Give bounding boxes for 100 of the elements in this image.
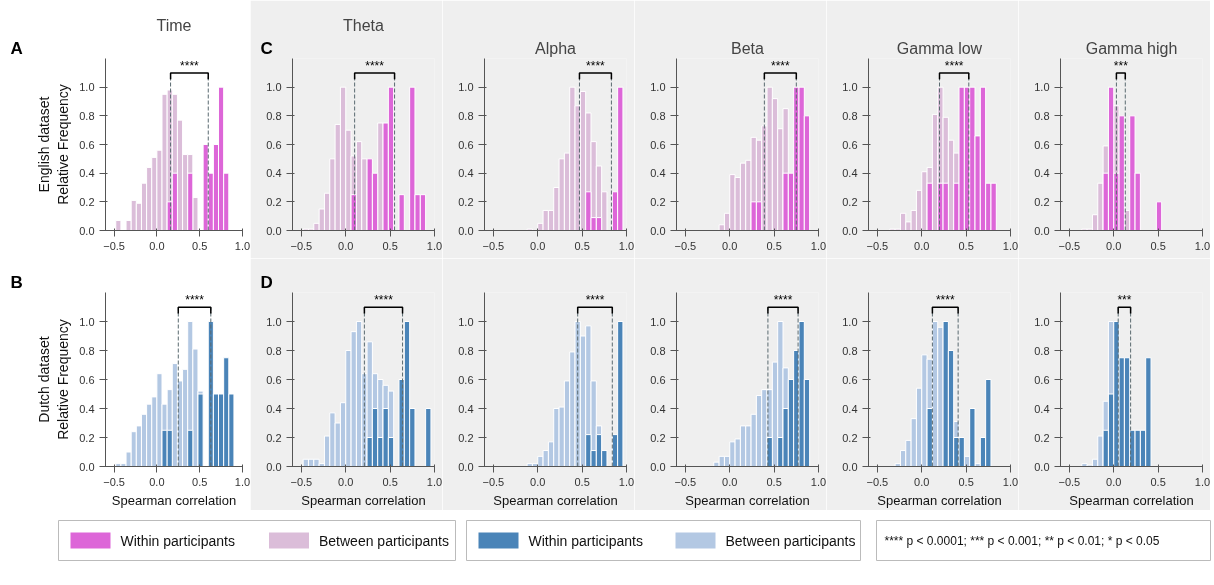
x-tick-label: 1.0 — [426, 475, 443, 488]
chart-title: Alpha — [535, 39, 577, 57]
y-tick-label: 0.8 — [1034, 109, 1050, 122]
y-tick-label: 0.6 — [266, 373, 282, 386]
y-tick-label: 0.6 — [1034, 373, 1050, 386]
y-tick-label: 0.4 — [842, 167, 858, 180]
y-tick-label: 0.0 — [458, 224, 474, 237]
y-tick-label: 0.6 — [266, 138, 282, 151]
y-tick-label: 0.8 — [650, 109, 666, 122]
x-tick-label: 0.5 — [574, 239, 590, 252]
x-tick-label: 0.5 — [382, 475, 398, 488]
x-tick-label: −0.5 — [1058, 475, 1081, 488]
y-tick-label: 0.8 — [79, 109, 95, 122]
x-tick-label: 0.0 — [338, 239, 354, 252]
y-tick-label: 1.0 — [842, 81, 858, 94]
y-tick-label: 0.6 — [1034, 138, 1050, 151]
y-tick-label: 0.2 — [842, 195, 858, 208]
y-tick-label: 0.4 — [458, 402, 474, 415]
x-tick-label: 0.0 — [149, 475, 165, 488]
x-tick-label: 0.0 — [338, 475, 354, 488]
x-tick-label: 0.5 — [766, 239, 782, 252]
y-tick-label: 0.4 — [458, 167, 474, 180]
x-axis-title: Spearman correlation — [685, 492, 810, 508]
text: B — [10, 272, 23, 292]
y-tick-label: 0.2 — [842, 431, 858, 444]
x-tick-label: 0.0 — [530, 239, 546, 252]
annotation: *** — [1117, 293, 1132, 308]
y-tick-label: 0.0 — [79, 224, 95, 237]
x-tick-label: 0.5 — [766, 475, 782, 488]
x-tick-label: 0.0 — [149, 239, 165, 252]
y-tick-label: 0.4 — [842, 402, 858, 415]
x-tick-label: −0.5 — [674, 239, 697, 252]
y-tick-label: 1.0 — [458, 315, 474, 328]
x-tick-label: 0.5 — [1150, 239, 1166, 252]
x-tick-label: 0.0 — [722, 475, 738, 488]
annotation: **** — [944, 59, 964, 74]
y-tick-label: 1.0 — [266, 315, 282, 328]
text: A — [10, 38, 23, 58]
x-tick-label: −0.5 — [103, 475, 125, 488]
x-tick-label: 1.0 — [1002, 475, 1019, 488]
y-tick-label: 0.2 — [79, 431, 95, 444]
y-tick-label: 1.0 — [650, 81, 666, 94]
y-tick-label: 0.0 — [1034, 460, 1050, 473]
x-tick-label: 0.0 — [1106, 239, 1122, 252]
x-tick-label: 0.5 — [382, 239, 398, 252]
annotation: **** — [773, 293, 793, 308]
y-tick-label: 1.0 — [1034, 81, 1050, 94]
y-tick-label: 0.2 — [1034, 431, 1050, 444]
chart-title: Theta — [343, 16, 385, 34]
x-axis-title: Spearman correlation — [493, 492, 618, 508]
annotation: **** — [771, 59, 791, 74]
chart-title: Time — [156, 16, 192, 34]
legend-label: Within participants — [120, 532, 235, 549]
x-tick-label: 1.0 — [810, 475, 827, 488]
y-tick-label: 0.2 — [650, 431, 666, 444]
legend-label: Within participants — [528, 532, 643, 549]
annotation: **** — [185, 293, 205, 308]
x-tick-label: −0.5 — [290, 239, 313, 252]
y-tick-label: 0.8 — [650, 344, 666, 357]
x-tick-label: 0.0 — [914, 475, 930, 488]
y-tick-label: 0.2 — [79, 195, 95, 208]
y-tick-label: 0.0 — [266, 460, 282, 473]
y-tick-label: 0.2 — [1034, 195, 1050, 208]
x-tick-label: 0.0 — [914, 239, 930, 252]
y-tick-label: 1.0 — [79, 315, 95, 328]
x-tick-label: 1.0 — [1194, 239, 1211, 252]
annotation: **** — [365, 59, 385, 74]
annotation: **** — [585, 293, 605, 308]
y-axis-title: Dutch dataset Relative Frequency — [36, 319, 72, 440]
y-tick-label: 1.0 — [1034, 315, 1050, 328]
y-tick-label: 0.4 — [266, 167, 282, 180]
y-tick-label: 0.0 — [1034, 224, 1050, 237]
y-tick-label: 0.8 — [266, 109, 282, 122]
x-tick-label: 0.0 — [722, 239, 738, 252]
y-tick-label: 0.6 — [458, 138, 474, 151]
annotation: **** — [935, 293, 955, 308]
y-tick-label: 1.0 — [842, 315, 858, 328]
y-tick-label: 0.6 — [79, 373, 95, 386]
y-tick-label: 0.2 — [458, 195, 474, 208]
y-tick-label: 0.0 — [650, 460, 666, 473]
x-tick-label: −0.5 — [674, 475, 697, 488]
x-tick-label: 0.0 — [1106, 475, 1122, 488]
y-tick-label: 0.8 — [266, 344, 282, 357]
x-tick-label: 1.0 — [234, 239, 251, 252]
chart-title: Gamma low — [896, 39, 983, 57]
text: **** p < 0.0001; *** p < 0.001; ** p < 0.01; * p < 0.05 — [884, 533, 1160, 548]
x-tick-label: 1.0 — [810, 239, 827, 252]
x-tick-label: −0.5 — [290, 475, 313, 488]
y-tick-label: 0.0 — [458, 460, 474, 473]
y-tick-label: 0.0 — [842, 460, 858, 473]
y-tick-label: 0.8 — [842, 344, 858, 357]
x-tick-label: −0.5 — [866, 475, 889, 488]
y-tick-label: 0.2 — [458, 431, 474, 444]
y-tick-label: 0.6 — [650, 138, 666, 151]
x-axis-title: Spearman correlation — [1069, 492, 1194, 508]
y-tick-label: 0.0 — [79, 460, 95, 473]
chart-title: Gamma high — [1085, 39, 1178, 57]
x-tick-label: 0.5 — [958, 239, 974, 252]
y-tick-label: 0.8 — [458, 109, 474, 122]
y-tick-label: 0.6 — [458, 373, 474, 386]
